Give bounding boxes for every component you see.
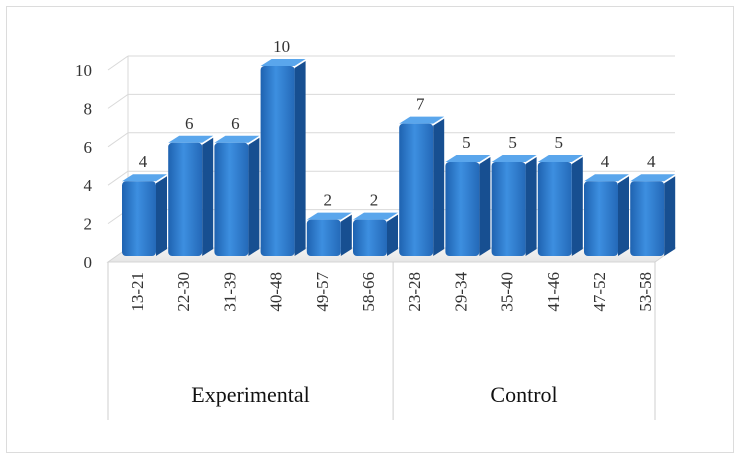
bar-top (537, 155, 583, 162)
data-label: 10 (273, 37, 290, 56)
x-tick-label: 40-48 (267, 272, 286, 312)
bar (584, 181, 618, 256)
bar (445, 162, 480, 256)
bar-top (491, 155, 537, 162)
bar-side (340, 214, 352, 256)
bar (399, 123, 434, 256)
bar-side (202, 137, 214, 256)
y-tick-label: 6 (84, 138, 93, 157)
bar-side (294, 61, 306, 256)
bar (306, 219, 341, 256)
x-tick-label: 41-46 (544, 272, 563, 312)
data-label: 4 (601, 152, 610, 171)
bar-top (122, 174, 167, 182)
y-tick-label: 0 (84, 253, 93, 272)
x-tick-label: 49-57 (313, 272, 332, 312)
bar (214, 142, 249, 256)
x-tick-label: 53-58 (636, 272, 655, 312)
x-tick-label: 58-66 (359, 272, 378, 312)
bar-side (387, 214, 398, 256)
y-tick-label: 4 (84, 176, 93, 195)
bar-side (156, 176, 167, 256)
gridline-depth (107, 132, 129, 148)
bar-top (399, 116, 445, 124)
bar (260, 66, 295, 256)
data-label: 4 (139, 152, 148, 171)
bar-side (433, 118, 445, 256)
bar (630, 181, 665, 256)
bar-top (168, 135, 214, 143)
bar-side (618, 176, 629, 256)
bar-side (479, 157, 491, 256)
bar-top (445, 155, 491, 162)
data-label: 2 (370, 191, 379, 210)
data-label: 6 (231, 114, 240, 133)
x-tick-label: 35-40 (498, 272, 517, 312)
bar-side (248, 137, 260, 256)
bar-top (214, 135, 260, 143)
group-label: Experimental (191, 382, 310, 407)
bar-top (630, 174, 676, 182)
gridline-depth (107, 93, 129, 109)
x-tick-label: 47-52 (590, 272, 609, 312)
bar (537, 162, 572, 256)
bar-side (525, 157, 537, 256)
bar-top (306, 212, 352, 220)
data-label: 5 (462, 133, 471, 152)
y-tick-label: 8 (84, 99, 93, 118)
group-label: Control (490, 382, 557, 407)
bar (122, 181, 156, 256)
y-tick-label: 2 (84, 215, 93, 234)
bar-top (260, 59, 306, 66)
data-label: 2 (324, 191, 333, 210)
bar (168, 142, 203, 256)
bar-side (571, 157, 583, 256)
bar (491, 162, 526, 256)
y-tick-label: 10 (75, 61, 92, 80)
x-tick-label: 31-39 (220, 272, 239, 312)
bar-side (664, 176, 676, 256)
data-label: 5 (508, 133, 517, 152)
bar-top (584, 174, 629, 182)
gridline-depth (107, 170, 129, 186)
x-tick-label: 22-30 (174, 272, 193, 312)
bar-top (353, 212, 398, 220)
data-label: 4 (647, 152, 656, 171)
data-label: 5 (555, 133, 564, 152)
x-tick-label: 13-21 (128, 272, 147, 312)
data-label: 7 (416, 95, 425, 114)
x-tick-label: 23-28 (405, 272, 424, 312)
gridline-depth (107, 55, 129, 71)
bar (353, 219, 387, 256)
x-tick-label: 29-34 (451, 272, 470, 312)
data-label: 6 (185, 114, 194, 133)
